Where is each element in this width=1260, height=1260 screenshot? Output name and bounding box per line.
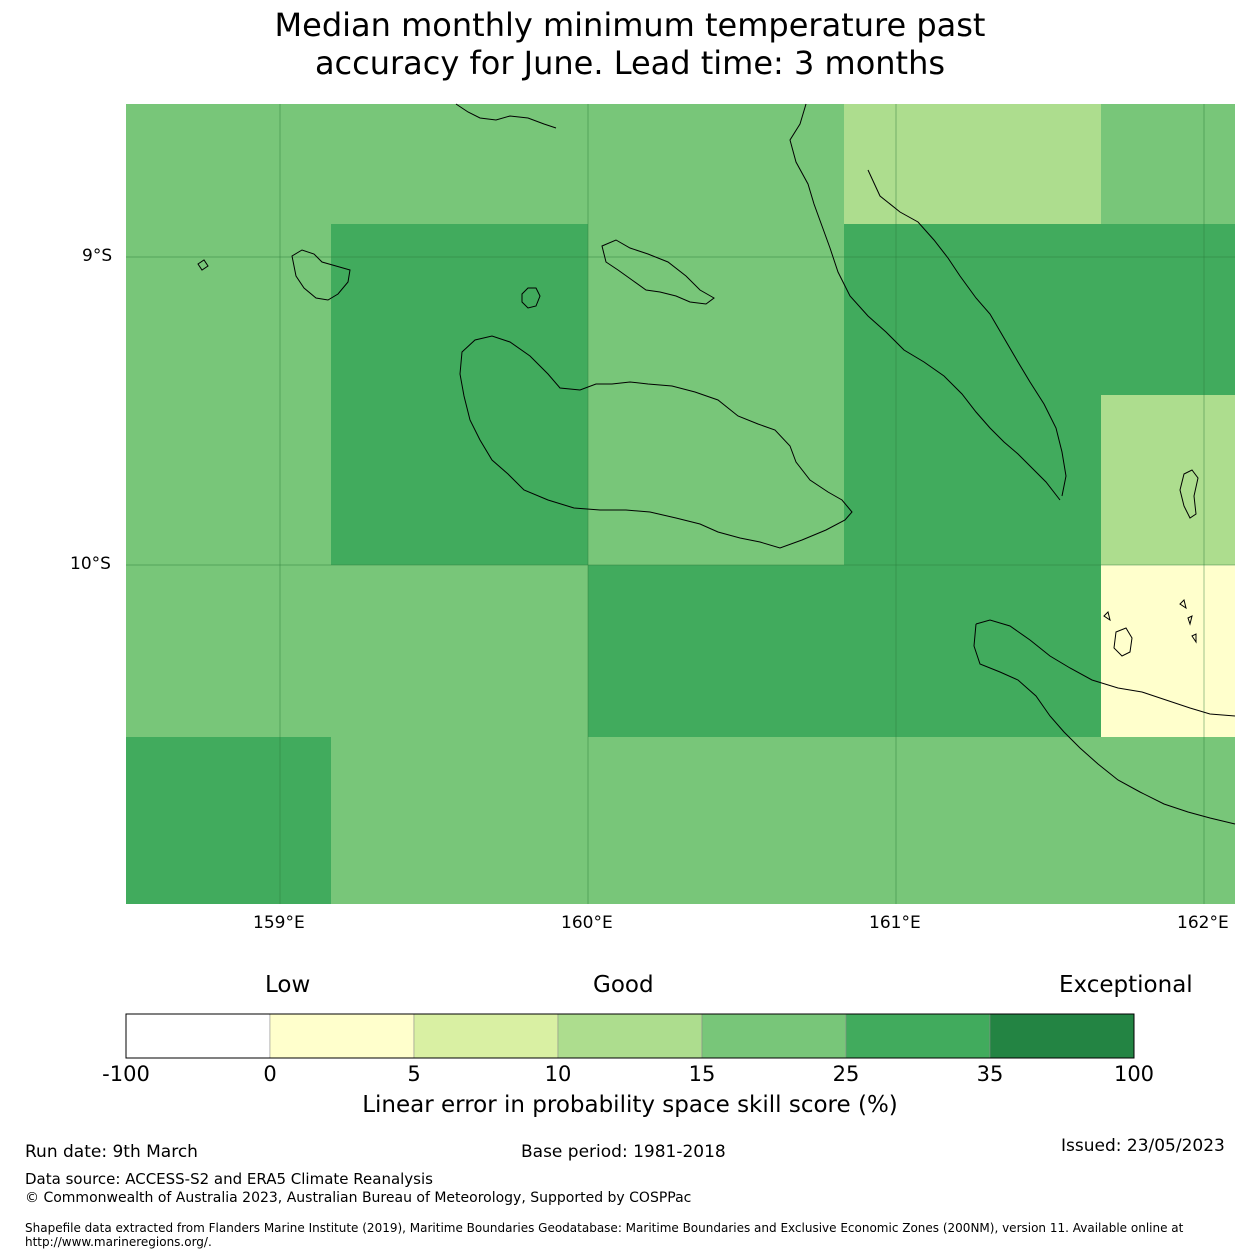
colorbar-category-exceptional: Exceptional: [1059, 972, 1193, 998]
grid-cell: [331, 737, 1235, 904]
colorbar-category-good: Good: [593, 972, 654, 998]
grid-cell: [844, 224, 1101, 565]
grid-cell: [126, 737, 331, 904]
malaita-west-coast: [789, 103, 1061, 501]
russell-islands: [291, 249, 351, 301]
grid-cell: [588, 104, 844, 224]
lon-label-160e: 160°E: [561, 913, 613, 933]
colorbar-tick: 0: [263, 1062, 277, 1086]
grid-cell: [1101, 224, 1235, 395]
malaita-east-coast: [867, 169, 1067, 497]
grid-cell: [331, 224, 588, 565]
colorbar-swatch: [845, 1013, 991, 1059]
graticule: [126, 104, 1235, 904]
florida-islands-coast: [601, 239, 715, 305]
grid-cell: [1101, 565, 1235, 737]
copyright: © Commonwealth of Australia 2023, Austra…: [25, 1190, 692, 1206]
grid-cell: [844, 104, 1101, 224]
ulawa-island: [1179, 469, 1199, 519]
coastlines: [197, 103, 1236, 825]
colorbar-tick: -100: [102, 1062, 150, 1086]
colorbar-swatch: [701, 1013, 847, 1059]
colorbar-tick: 25: [832, 1062, 860, 1086]
issued-date: Issued: 23/05/2023: [1061, 1136, 1225, 1156]
lon-label-161e: 161°E: [869, 913, 921, 933]
small-island-west: [197, 259, 209, 271]
data-source: Data source: ACCESS-S2 and ERA5 Climate …: [25, 1170, 433, 1188]
makira-south-coast: [973, 623, 1236, 825]
grid-cell: [1101, 395, 1235, 565]
savo-island: [521, 287, 541, 309]
colorbar-category-low: Low: [265, 972, 311, 998]
ugi-island: [1113, 627, 1133, 657]
lat-label-9s: 9°S: [82, 246, 113, 266]
colorbar-swatch: [125, 1013, 271, 1059]
colorbar-swatch: [413, 1013, 559, 1059]
makira-coast: [975, 619, 1236, 717]
grid-cell: [588, 565, 1101, 737]
skill-map: [126, 103, 1236, 904]
base-period: Base period: 1981-2018: [521, 1142, 726, 1162]
colorbar-tick: 5: [407, 1062, 421, 1086]
colorbar-swatches: [125, 1013, 1135, 1059]
grid-cell: [588, 224, 844, 565]
shapefile-credit: Shapefile data extracted from Flanders M…: [25, 1221, 1184, 1249]
lat-label-10s: 10°S: [70, 554, 111, 574]
small-islet-1: [1103, 611, 1111, 622]
lon-label-162e: 162°E: [1177, 913, 1229, 933]
colorbar-swatch: [989, 1013, 1135, 1059]
colorbar-tick: 15: [688, 1062, 716, 1086]
lon-label-159e: 159°E: [253, 913, 305, 933]
run-date: Run date: 9th March: [25, 1142, 198, 1162]
small-islet-3: [1187, 615, 1193, 626]
title-line-1: Median monthly minimum temperature past: [274, 6, 986, 44]
small-islet-4: [1191, 633, 1197, 644]
small-islet-2: [1179, 599, 1187, 610]
colorbar-swatch: [269, 1013, 415, 1059]
colorbar-tick: 100: [1113, 1062, 1155, 1086]
map-title: Median monthly minimum temperature past …: [0, 6, 1260, 82]
grid-cell: [331, 565, 588, 737]
colorbar-label: Linear error in probability space skill …: [362, 1092, 898, 1118]
grid-cell: [1101, 104, 1235, 224]
grid-cell: [126, 104, 331, 737]
title-line-2: accuracy for June. Lead time: 3 months: [314, 44, 946, 82]
guadalcanal-coast: [459, 335, 853, 549]
colorbar: [125, 1013, 1135, 1059]
colorbar-swatch: [557, 1013, 703, 1059]
colorbar-tick: 35: [976, 1062, 1004, 1086]
colorbar-tick: 10: [544, 1062, 572, 1086]
santa-isabel-tip: [455, 103, 557, 129]
